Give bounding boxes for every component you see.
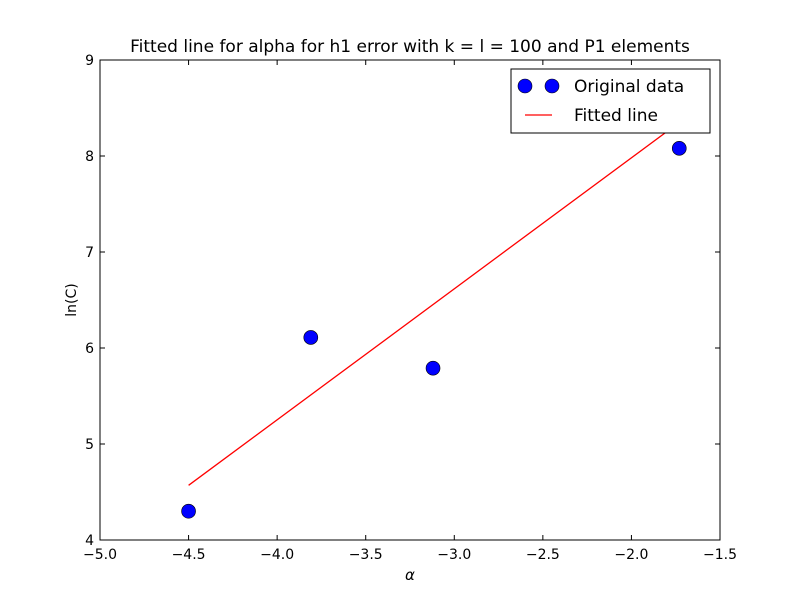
x-tick-label: −2.0 (614, 547, 648, 563)
legend-box (510, 68, 711, 134)
chart-title: Fitted line for alpha for h1 error with … (130, 37, 690, 57)
plot-area-frame (99, 59, 721, 541)
y-tick-label: 6 (85, 341, 94, 357)
data-point (671, 141, 687, 156)
x-axis-label: α (405, 566, 415, 584)
y-tick-label: 5 (85, 437, 94, 453)
x-tick-label: −3.0 (437, 547, 471, 563)
legend-label-original: Original data (574, 77, 684, 97)
fitted-line (188, 121, 680, 486)
y-tick-label: 9 (85, 53, 94, 69)
data-point (303, 330, 319, 345)
data-point (425, 360, 441, 376)
y-tick-label: 4 (85, 533, 94, 549)
legend-label-fitted: Fitted line (574, 106, 658, 126)
x-tick-label: −4.5 (172, 547, 206, 563)
x-tick-label: −1.5 (703, 547, 737, 563)
legend: Original data Fitted line (510, 68, 711, 134)
data-point (181, 503, 196, 519)
axis-ticks: −5.0 −4.5 −4.0 −3.5 −3.0 −2.5 −2.0 −1.5 4 5 6 7 8 9 (83, 53, 737, 563)
x-tick-label: −4.0 (260, 547, 294, 563)
legend-marker-original-2 (544, 78, 560, 94)
data-points-layer (181, 141, 687, 519)
legend-marker-original-1 (517, 78, 533, 94)
x-tick-label: −5.0 (83, 547, 117, 563)
y-tick-label: 7 (85, 245, 94, 261)
x-tick-label: −3.5 (349, 547, 383, 563)
y-tick-label: 8 (85, 149, 94, 165)
y-axis-label: ln(C) (64, 283, 80, 316)
fitted-line-layer (188, 121, 680, 486)
x-tick-label: −2.5 (526, 547, 560, 563)
